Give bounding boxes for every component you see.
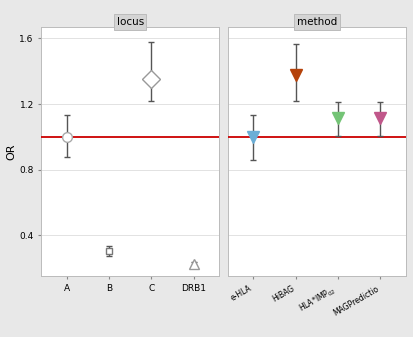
Title: method: method: [296, 17, 336, 27]
Title: locus: locus: [116, 17, 144, 27]
Y-axis label: OR: OR: [7, 144, 17, 160]
